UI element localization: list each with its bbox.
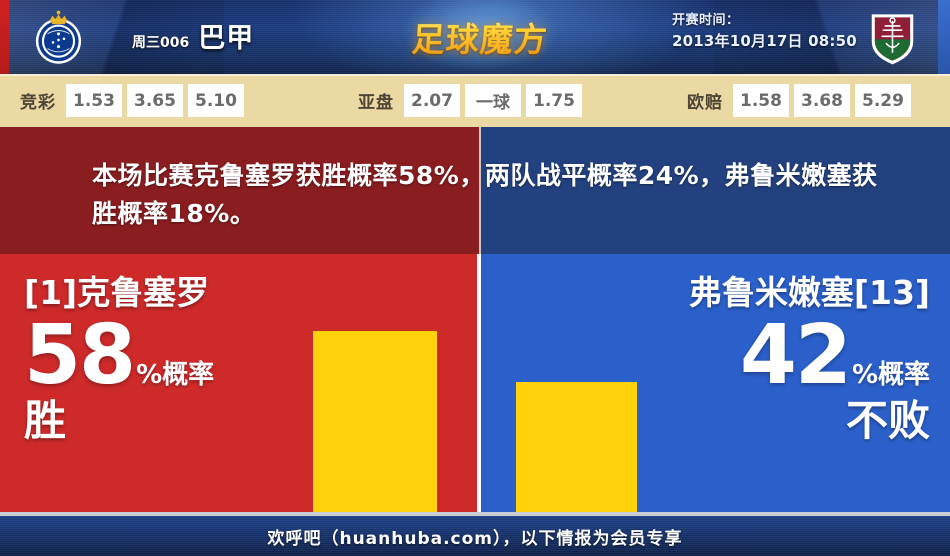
round-number: 周三006 (132, 35, 190, 51)
header-left-accent-strip (0, 0, 9, 74)
odds-value-cell[interactable]: 2.07 (404, 84, 460, 117)
odds-group-yapan: 亚盘 2.07 一球 1.75 (358, 84, 582, 117)
odds-value-cell[interactable]: 3.65 (127, 84, 183, 117)
league-name: 巴甲 (198, 23, 255, 54)
odds-handicap-cell[interactable]: 一球 (465, 84, 521, 117)
footer-divider (0, 512, 950, 516)
odds-group-label: 欧赔 (687, 93, 723, 113)
away-percent-number: 42 (739, 307, 852, 403)
away-percent-row: 42 %概率 (689, 307, 930, 403)
summary-band-right-bg (481, 127, 950, 254)
odds-value-cell[interactable]: 1.75 (526, 84, 582, 117)
home-percent-suffix: %概率 (136, 359, 215, 390)
home-team-name: [1]克鲁塞罗 (24, 273, 210, 312)
odds-value-cell[interactable]: 5.29 (855, 84, 911, 117)
odds-value-cell[interactable]: 5.10 (188, 84, 244, 117)
away-prediction-text: 弗鲁米嫩塞[13] 42 %概率 不败 (688, 273, 930, 445)
odds-group-label: 亚盘 (358, 93, 394, 113)
panel-divider (477, 254, 481, 512)
prediction-panels: [1]克鲁塞罗 58 %概率 胜 弗鲁米嫩塞[13] 42 %概率 不败 (0, 254, 950, 512)
away-outcome-label: 不败 (845, 395, 930, 445)
kickoff-time-block: 开赛时间： 2013年10月17日 08:50 (672, 12, 857, 53)
brand-logo: 足球魔方 (400, 0, 560, 74)
home-outcome-label: 胜 (24, 395, 67, 445)
away-team-name: 弗鲁米嫩塞[13] (688, 273, 930, 312)
odds-group-oupei: 欧赔 1.58 3.68 5.29 (687, 84, 911, 117)
odds-value-cell[interactable]: 3.68 (794, 84, 850, 117)
home-percent-row: 58 %概率 (24, 307, 215, 403)
odds-bar: 竞彩 1.53 3.65 5.10 亚盘 2.07 一球 1.75 欧赔 1.5… (0, 74, 950, 127)
footer-text: 欢呼吧（huanhuba.com），以下情报为会员专享 (267, 528, 683, 549)
odds-value-cell[interactable]: 1.58 (733, 84, 789, 117)
kickoff-label: 开赛时间： (672, 13, 740, 28)
summary-text: 本场比赛克鲁塞罗获胜概率58%，两队战平概率24%，弗鲁米嫩塞获胜概率18%。 (92, 161, 878, 228)
odds-group-label: 竞彩 (20, 93, 56, 113)
summary-band-divider (479, 127, 481, 254)
away-percent-suffix: %概率 (851, 359, 930, 390)
odds-group-jingcai: 竞彩 1.53 3.65 5.10 (20, 84, 244, 117)
brand-logo-text: 足球魔方 (410, 13, 549, 61)
summary-band: 本场比赛克鲁塞罗获胜概率58%，两队战平概率24%，弗鲁米嫩塞获胜概率18%。 (0, 127, 950, 254)
home-prediction-text: [1]克鲁塞罗 58 %概率 胜 (24, 273, 215, 445)
cruzeiro-crest-icon (35, 10, 82, 64)
header-bar: 周三006 巴甲 足球魔方 开赛时间： 2013年10月17日 08:50 (0, 0, 950, 74)
match-meta: 周三006 巴甲 (132, 16, 254, 55)
home-probability-bar (313, 331, 437, 512)
footer-bar: 欢呼吧（huanhuba.com），以下情报为会员专享 (0, 516, 950, 556)
odds-value-cell[interactable]: 1.53 (66, 84, 122, 117)
summary-band-left-bg (0, 127, 479, 254)
home-percent-number: 58 (24, 307, 136, 403)
kickoff-value: 2013年10月17日 08:50 (672, 31, 857, 50)
fluminense-crest-icon (871, 14, 914, 65)
away-probability-bar (516, 382, 637, 512)
header-right-accent-strip (938, 0, 950, 74)
